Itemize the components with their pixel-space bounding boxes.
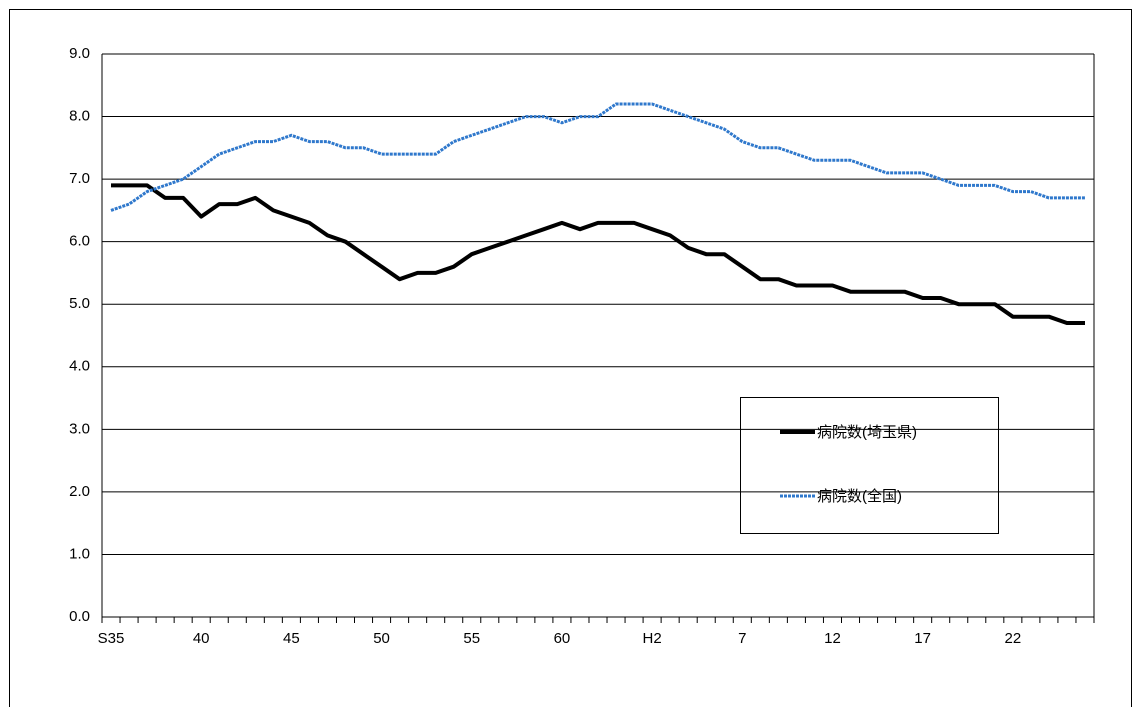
frame: [9, 9, 1132, 707]
x-tick-label: 12: [824, 630, 841, 647]
y-tick-label: 8.0: [69, 108, 90, 125]
series-line: [110, 102, 1085, 212]
y-tick-label: 3.0: [69, 420, 90, 437]
y-tick-label: 0.0: [69, 608, 90, 625]
x-tick-label: 17: [914, 630, 931, 647]
x-tick-label: 60: [554, 630, 571, 647]
x-tick-label: 45: [283, 630, 300, 647]
x-tick-label: 55: [463, 630, 480, 647]
y-tick-label: 7.0: [69, 170, 90, 187]
x-tick-label: 7: [738, 630, 746, 647]
legend-label: 病院数(全国): [817, 487, 902, 505]
y-tick-label: 1.0: [69, 545, 90, 562]
legend-box: [740, 397, 999, 534]
y-tick-label: 2.0: [69, 483, 90, 500]
x-tick-label: 40: [193, 630, 210, 647]
y-tick-label: 6.0: [69, 233, 90, 250]
series-line: [111, 183, 1085, 325]
x-tick-label: 50: [373, 630, 390, 647]
x-tick-label: 22: [1004, 630, 1021, 647]
x-tick-label: S35: [98, 630, 125, 647]
y-tick-label: 9.0: [69, 45, 90, 62]
y-tick-label: 5.0: [69, 295, 90, 312]
legend-label: 病院数(埼玉県): [817, 423, 917, 441]
y-tick-label: 4.0: [69, 358, 90, 375]
x-tick-label: H2: [643, 630, 662, 647]
